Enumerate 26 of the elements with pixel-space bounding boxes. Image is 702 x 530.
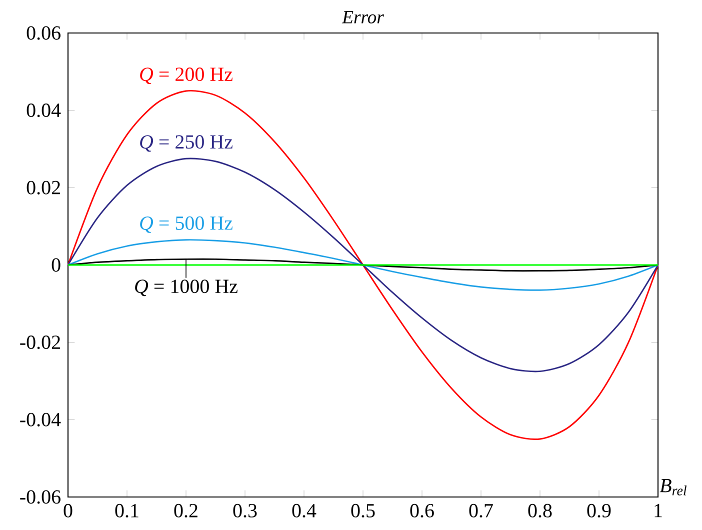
y-tick-label: -0.04: [20, 412, 61, 426]
x-tick-label: 0.9: [587, 504, 611, 518]
chart-title: Error: [342, 10, 384, 24]
series-label: Q = 200 Hz: [140, 68, 232, 84]
y-tick-label: -0.06: [20, 490, 60, 504]
x-tick-label: 0.4: [292, 504, 316, 518]
series-label: Q = 500 Hz: [140, 216, 232, 233]
series-label: Q = 250 Hz: [140, 135, 232, 152]
y-tick-label: 0: [52, 258, 60, 272]
x-tick-label: 0.5: [351, 504, 375, 518]
x-tick-label: 1: [654, 504, 662, 518]
x-tick-label: 0.2: [174, 504, 198, 518]
line-series: [67, 158, 659, 372]
y-tick-label: 0.06: [26, 26, 60, 40]
x-tick-label: 0.8: [528, 504, 552, 518]
x-tick-label: 0.3: [233, 504, 257, 518]
legend-label: Q = 1000 Hz: [135, 280, 238, 296]
x-axis-title: B$_{rel}$: [660, 479, 687, 496]
line-series: [67, 90, 659, 440]
x-tick-label: 0.7: [469, 504, 493, 518]
y-tick-label: 0.04: [26, 104, 61, 118]
x-tick-label: 0: [64, 504, 72, 518]
x-tick-label: 0.6: [410, 504, 434, 518]
x-tick-label: 0.1: [115, 504, 138, 518]
y-tick-label: -0.02: [20, 336, 60, 350]
y-tick-label: 0.02: [26, 180, 60, 194]
